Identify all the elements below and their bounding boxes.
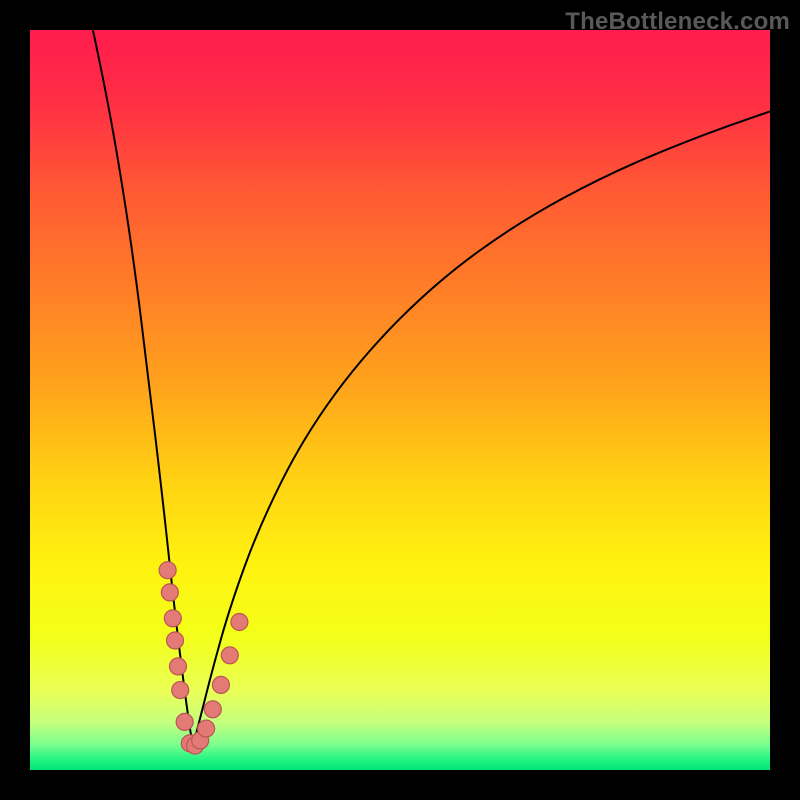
data-marker (212, 676, 229, 693)
data-marker (170, 658, 187, 675)
data-marker (176, 713, 193, 730)
data-marker (167, 632, 184, 649)
data-marker (231, 614, 248, 631)
chart-svg (0, 0, 800, 800)
chart-frame: TheBottleneck.com (0, 0, 800, 800)
watermark-text: TheBottleneck.com (565, 8, 790, 36)
data-marker (221, 647, 238, 664)
data-marker (159, 562, 176, 579)
data-marker (204, 701, 221, 718)
data-marker (164, 610, 181, 627)
data-marker (161, 584, 178, 601)
gradient-background (30, 30, 770, 770)
data-marker (198, 720, 215, 737)
data-marker (172, 682, 189, 699)
